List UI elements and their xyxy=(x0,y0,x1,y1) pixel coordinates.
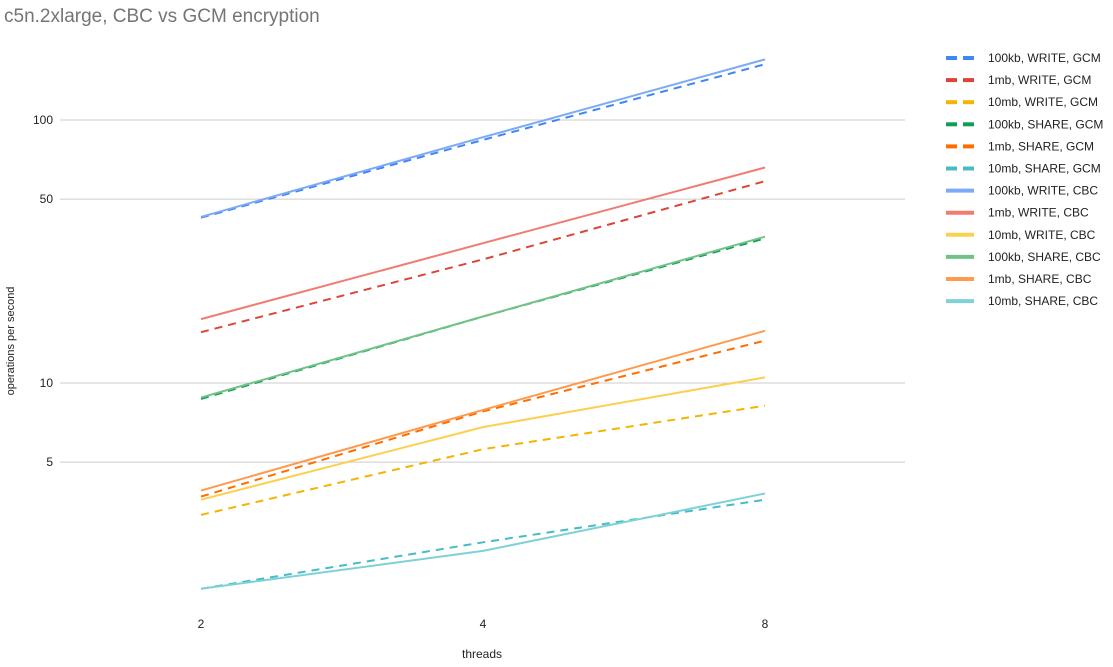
legend-item: 10mb, WRITE, CBC xyxy=(946,228,1096,242)
chart-title: c5n.2xlarge, CBC vs GCM encryption xyxy=(4,6,320,27)
x-tick-label: 4 xyxy=(480,617,487,631)
series-line-10mb-share-gcm xyxy=(200,498,766,590)
legend-label: 100kb, SHARE, CBC xyxy=(988,250,1101,264)
y-tick-label: 5 xyxy=(46,455,53,469)
series-line-1mb-write-cbc xyxy=(200,166,766,321)
legend-label: 100kb, SHARE, GCM xyxy=(988,117,1103,131)
x-tick-label: 2 xyxy=(198,617,205,631)
series-line-10mb-share-cbc xyxy=(200,492,766,590)
legend-item: 100kb, SHARE, CBC xyxy=(946,250,1101,264)
y-tick-label: 100 xyxy=(33,113,53,127)
legend-label: 10mb, WRITE, GCM xyxy=(988,95,1098,109)
axes: operations per second threads xyxy=(5,287,502,661)
series-line-10mb-write-cbc xyxy=(200,376,766,501)
series-line-1mb-share-cbc xyxy=(200,329,766,492)
x-axis-label: threads xyxy=(462,647,502,661)
legend-label: 1mb, WRITE, GCM xyxy=(988,73,1091,87)
series-line-100kb-share-gcm xyxy=(200,237,766,400)
legend-item: 100kb, SHARE, GCM xyxy=(946,117,1103,131)
legend-item: 1mb, WRITE, CBC xyxy=(946,206,1089,220)
legend-item: 10mb, SHARE, CBC xyxy=(946,294,1098,308)
legend-item: 1mb, SHARE, GCM xyxy=(946,139,1094,153)
legend-label: 10mb, SHARE, GCM xyxy=(988,162,1101,176)
legend-label: 1mb, WRITE, CBC xyxy=(988,206,1089,220)
legend-item: 10mb, SHARE, GCM xyxy=(946,162,1101,176)
series-line-100kb-write-gcm xyxy=(200,63,766,219)
y-axis-label: operations per second xyxy=(5,287,17,396)
series-line-100kb-share-cbc xyxy=(200,235,766,399)
gridlines: 5 10 50 100 2 4 8 xyxy=(33,113,905,631)
legend-label: 10mb, SHARE, CBC xyxy=(988,294,1098,308)
legend-item: 100kb, WRITE, CBC xyxy=(946,184,1098,198)
legend: 100kb, WRITE, GCM 1mb, WRITE, GCM 10mb, WR… xyxy=(946,51,1103,308)
legend-label: 1mb, SHARE, GCM xyxy=(988,139,1094,153)
legend-item: 1mb, WRITE, GCM xyxy=(946,73,1091,87)
legend-item: 10mb, WRITE, GCM xyxy=(946,95,1098,109)
series-line-100kb-write-cbc xyxy=(200,58,766,218)
x-tick-label: 8 xyxy=(762,617,769,631)
legend-label: 100kb, WRITE, CBC xyxy=(988,184,1098,198)
legend-label: 100kb, WRITE, GCM xyxy=(988,51,1101,65)
legend-label: 1mb, SHARE, CBC xyxy=(988,272,1092,286)
y-tick-label: 50 xyxy=(40,192,54,206)
legend-item: 1mb, SHARE, CBC xyxy=(946,272,1092,286)
legend-label: 10mb, WRITE, CBC xyxy=(988,228,1096,242)
series-line-1mb-write-gcm xyxy=(200,180,766,334)
legend-item: 100kb, WRITE, GCM xyxy=(946,51,1101,65)
series-lines xyxy=(200,58,766,590)
series-line-1mb-share-gcm xyxy=(200,339,766,498)
series-line-10mb-write-gcm xyxy=(200,404,766,516)
y-tick-label: 10 xyxy=(40,376,54,390)
